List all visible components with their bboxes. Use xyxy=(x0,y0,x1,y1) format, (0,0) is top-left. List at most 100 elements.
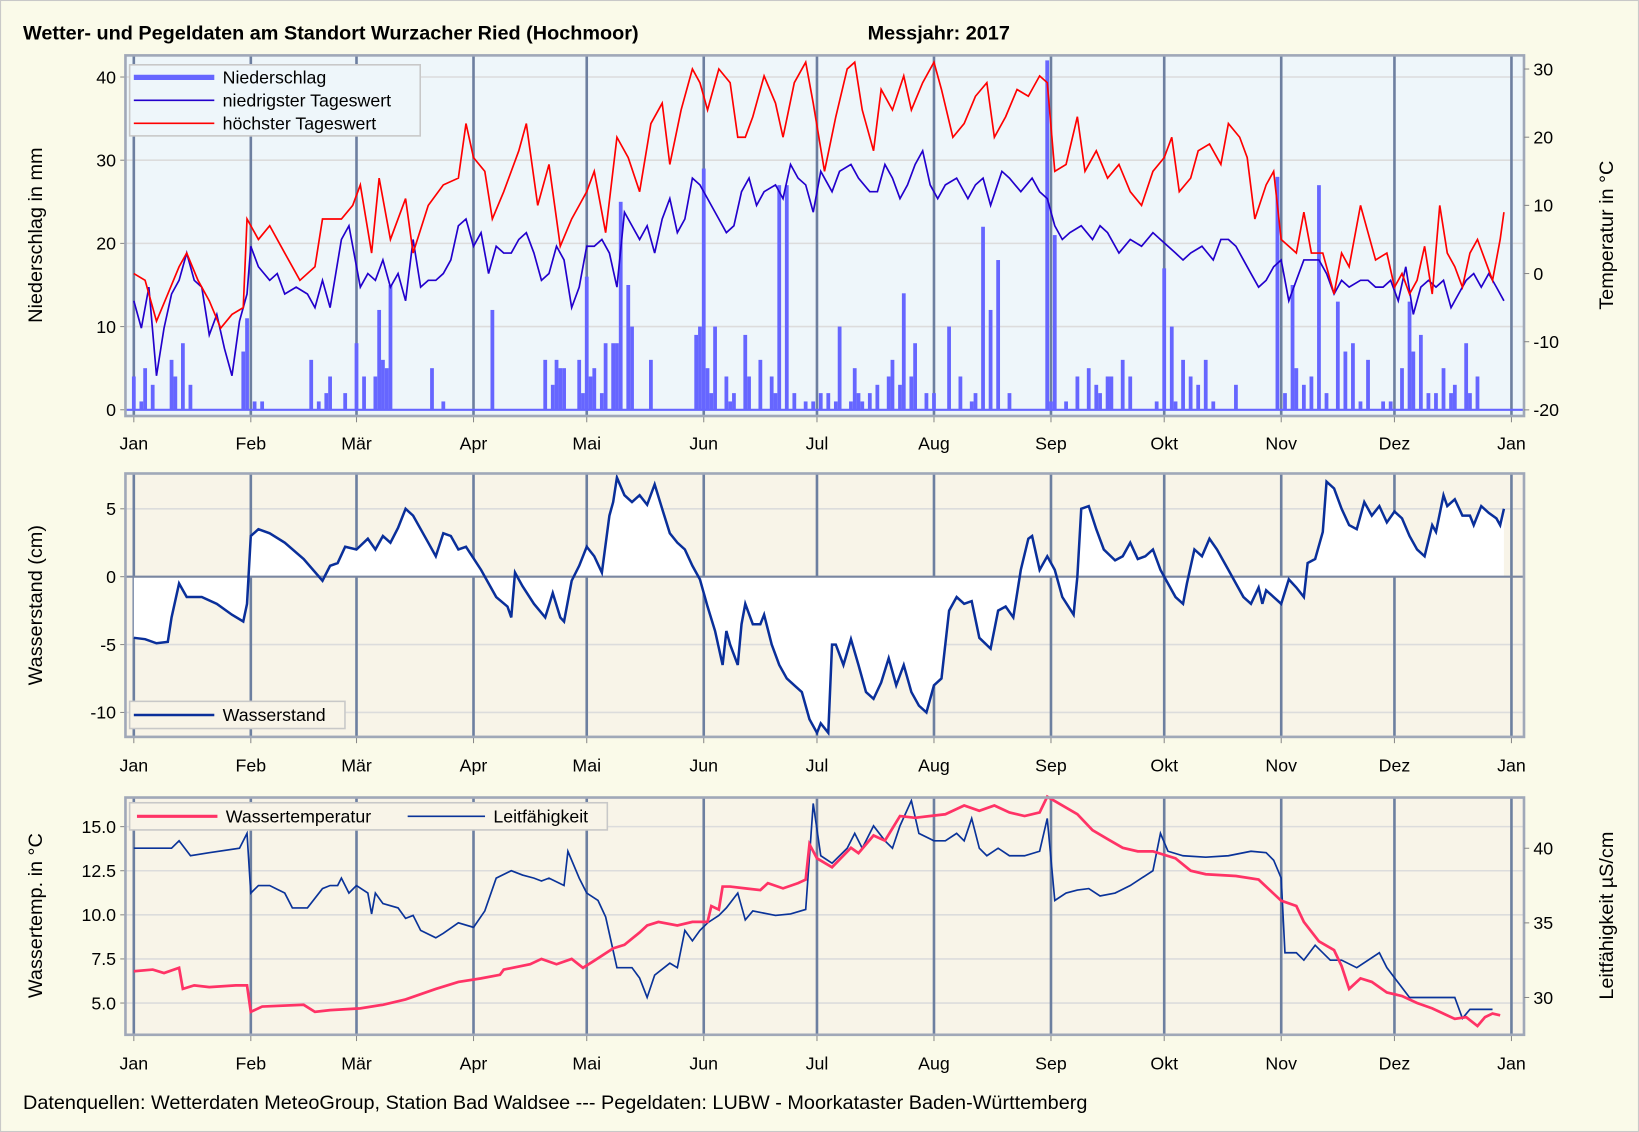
panel-precip-temp: 0 10 20 30 40 Jan Feb Mär Apr Mai Jun Jul Aug Sep Okt N… xyxy=(25,54,1618,453)
precip-bar xyxy=(1211,401,1216,410)
precip-bar xyxy=(603,343,608,410)
precip-bar xyxy=(833,401,838,410)
precip-bar xyxy=(143,368,148,410)
legend-label: Wassertemperatur xyxy=(226,807,371,827)
precip-bar xyxy=(898,384,902,410)
precip-bar xyxy=(324,393,329,410)
axis-label: Temperatur in °C xyxy=(1596,161,1618,310)
precip-bar xyxy=(1052,235,1057,410)
x-tick-label: Feb xyxy=(236,433,267,453)
axis-label: Niederschlag in mm xyxy=(25,148,47,323)
precip-bar xyxy=(588,376,593,410)
precip-bar xyxy=(1335,301,1340,410)
legend-label: Wasserstand xyxy=(223,705,326,725)
y-tick-label: -10 xyxy=(90,703,116,723)
precip-bar xyxy=(724,376,729,410)
precip-bar xyxy=(1181,359,1185,410)
precip-bar xyxy=(139,401,144,410)
precip-bar xyxy=(837,326,842,410)
footer-source: Datenquellen: Wetterdaten MeteoGroup, St… xyxy=(23,1092,1087,1114)
precip-bar xyxy=(430,368,434,410)
precip-bar xyxy=(1196,384,1201,410)
precip-bar xyxy=(388,284,393,410)
x-tick-label: Feb xyxy=(236,755,267,775)
precip-bar xyxy=(1343,351,1348,410)
precip-bar xyxy=(973,393,978,410)
precip-bar xyxy=(1120,359,1125,410)
x-tick-label: Jan xyxy=(120,433,149,453)
x-tick-label: Feb xyxy=(236,1053,267,1073)
precip-bar xyxy=(1468,393,1472,410)
precip-bar xyxy=(1234,384,1238,410)
precip-bar xyxy=(773,393,778,410)
x-tick-label: Jul xyxy=(806,755,829,775)
precip-bar xyxy=(328,376,332,410)
year-label: Messjahr: 2017 xyxy=(868,23,1010,45)
precip-bar xyxy=(554,359,559,410)
precip-bar xyxy=(732,393,736,410)
precip-bar xyxy=(996,260,1001,410)
precip-bar xyxy=(252,401,257,410)
precip-bar xyxy=(856,393,861,410)
precip-bar xyxy=(1275,176,1280,410)
precip-bar xyxy=(1309,376,1314,410)
precip-bar xyxy=(1418,334,1423,410)
x-tick-label: Sep xyxy=(1035,1053,1067,1073)
precip-bar xyxy=(988,309,993,410)
y-tick-label: 40 xyxy=(96,67,116,87)
precip-bar xyxy=(1434,393,1438,410)
precip-bar xyxy=(1154,401,1159,410)
precip-bar xyxy=(777,185,782,410)
precip-bar xyxy=(562,368,566,410)
precip-bar xyxy=(860,401,865,410)
precip-bar xyxy=(909,376,914,410)
precip-bar xyxy=(245,318,249,410)
precip-bar xyxy=(981,226,985,410)
x-tick-label: Apr xyxy=(460,755,488,775)
precip-bar xyxy=(1109,376,1114,410)
precip-bar xyxy=(694,334,699,410)
precip-bar xyxy=(1317,185,1321,410)
plot-frame xyxy=(124,796,1526,1037)
precip-bar xyxy=(705,368,710,410)
precip-bar xyxy=(490,309,495,410)
precip-bar xyxy=(932,393,936,410)
precip-bar xyxy=(803,401,808,410)
x-tick-label: Aug xyxy=(918,755,950,775)
precip-bar xyxy=(818,393,823,410)
precip-bar xyxy=(875,384,880,410)
precip-bar xyxy=(886,376,891,410)
precip-bar xyxy=(913,343,917,410)
x-tick-label: Nov xyxy=(1265,1053,1297,1073)
x-tick-label: Mär xyxy=(341,755,372,775)
level-area-fill xyxy=(133,477,1504,733)
axis-label: Leitfähigkeit µS/cm xyxy=(1596,832,1618,1000)
precip-bar xyxy=(354,343,359,410)
precip-bar xyxy=(543,359,548,410)
precip-bar xyxy=(713,326,717,410)
x-tick-label: Jan xyxy=(1497,433,1526,453)
precip-bar xyxy=(343,393,348,410)
precip-bar xyxy=(852,368,857,410)
precip-bar xyxy=(784,185,789,410)
precip-bar xyxy=(611,343,616,410)
precip-bar xyxy=(309,359,314,410)
precip-bar xyxy=(1283,393,1287,410)
precip-bar xyxy=(769,376,774,410)
precip-bar xyxy=(1173,401,1178,410)
precip-bar xyxy=(241,351,246,410)
x-tick-label: Jan xyxy=(1497,755,1526,775)
precip-bar xyxy=(1358,401,1363,410)
y-tick-label: 10 xyxy=(96,317,116,337)
x-tick-label: Jun xyxy=(689,1053,718,1073)
precip-bar xyxy=(947,326,951,410)
precip-bar xyxy=(890,359,895,410)
y2-tick-label: -10 xyxy=(1533,332,1559,352)
panel-water-level: -10 -5 0 5 Jan Feb Mär Apr Mai Jun Jul Aug Sep Okt Nov… xyxy=(25,472,1526,775)
precip-bar xyxy=(1094,384,1099,410)
precip-bar xyxy=(1452,384,1457,410)
y2-tick-label: 40 xyxy=(1533,839,1553,859)
precip-bar xyxy=(1411,351,1416,410)
legend-label: Niederschlag xyxy=(223,68,327,88)
